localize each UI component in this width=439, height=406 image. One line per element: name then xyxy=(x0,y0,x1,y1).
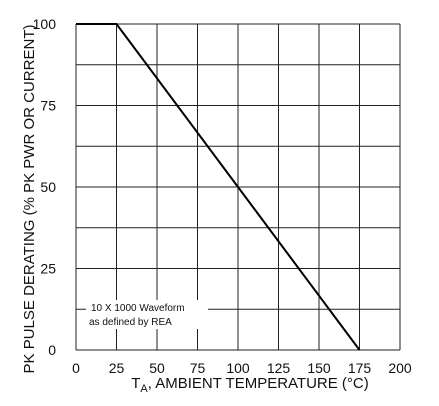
y-tick-label: 75 xyxy=(40,98,56,114)
x-tick-label: 75 xyxy=(190,360,206,376)
x-tick-labels: 0 25 50 75 100 125 150 175 200 xyxy=(72,360,412,376)
annotation-line-1: 10 X 1000 Waveform xyxy=(91,303,185,314)
annotation-background xyxy=(86,300,208,329)
x-tick-label: 175 xyxy=(348,360,372,376)
series-layer xyxy=(76,23,361,351)
x-tick-label: 125 xyxy=(267,360,291,376)
x-tick-label: 50 xyxy=(149,360,165,376)
y-tick-label: 25 xyxy=(40,261,56,277)
y-axis-label: PK PULSE DERATING (% PK PWR OR CURRENT) xyxy=(21,25,38,374)
y-tick-label: 50 xyxy=(40,179,56,195)
x-axis-label-rest: , AMBIENT TEMPERATURE (°C) xyxy=(148,375,369,392)
x-tick-label: 25 xyxy=(109,360,125,376)
waveform-annotation: 10 X 1000 Waveform as defined by REA xyxy=(86,300,208,329)
x-axis-label-main: T xyxy=(131,375,140,392)
x-tick-label: 200 xyxy=(388,360,412,376)
x-tick-label: 100 xyxy=(226,360,250,376)
y-tick-label: 100 xyxy=(33,16,57,32)
y-tick-labels: 0 25 50 75 100 xyxy=(33,16,57,358)
annotation-line-2: as defined by REA xyxy=(89,317,172,328)
x-tick-label: 150 xyxy=(307,360,331,376)
y-tick-label: 0 xyxy=(48,342,56,358)
x-axis-label: TA, AMBIENT TEMPERATURE (°C) xyxy=(131,375,369,395)
x-axis-label-subscript: A xyxy=(140,383,148,395)
x-tick-label: 0 xyxy=(72,360,80,376)
derating-curve xyxy=(76,23,361,351)
